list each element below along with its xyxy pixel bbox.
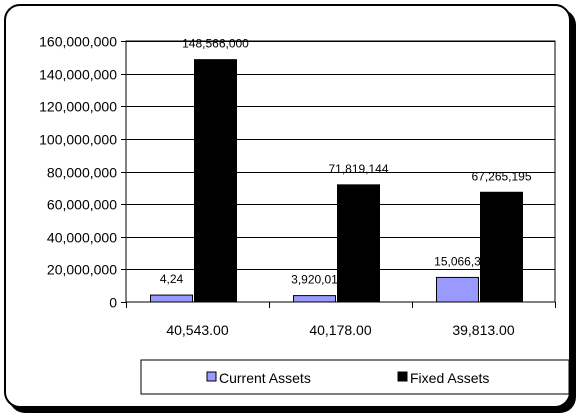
y-tick-label: 80,000,000	[47, 165, 117, 181]
x-category-label: 39,813.00	[452, 322, 514, 338]
y-tick-label: 140,000,000	[39, 67, 117, 83]
bar-current-assets	[436, 276, 479, 303]
legend-swatch	[397, 371, 408, 382]
y-tick-label: 60,000,000	[47, 197, 117, 213]
y-tick-label: 100,000,000	[39, 132, 117, 148]
legend: Current Assets Fixed Assets	[140, 359, 570, 395]
y-tick-label: 40,000,000	[47, 230, 117, 246]
bar-fixed-assets	[480, 191, 523, 303]
plot-area	[125, 40, 556, 303]
y-tick-label: 20,000,000	[47, 262, 117, 278]
y-tick-label: 120,000,000	[39, 99, 117, 115]
x-category-label: 40,178.00	[309, 322, 371, 338]
legend-swatch	[206, 371, 217, 382]
axes	[121, 40, 556, 308]
y-tick-label: 160,000,000	[39, 34, 117, 50]
legend-label: Current Assets	[219, 370, 311, 386]
data-label: 71,819,144	[328, 162, 388, 176]
data-label: 148,566,000	[182, 37, 249, 51]
bar-current-assets	[293, 295, 336, 303]
bars	[150, 59, 523, 303]
bar-fixed-assets	[337, 184, 380, 303]
data-label: 15,066,3	[434, 254, 481, 268]
y-tick-label: 0	[109, 295, 117, 311]
bar-current-assets	[150, 294, 193, 303]
bar-fixed-assets	[194, 59, 237, 303]
x-category-label: 40,543.00	[166, 322, 228, 338]
data-label: 4,24	[160, 272, 184, 286]
labels: 0 20,000,000 40,000,000 60,000,000 80,000,00…	[39, 34, 532, 339]
legend-label: Fixed Assets	[410, 370, 489, 386]
chart-frame	[4, 4, 571, 408]
data-label: 67,265,195	[471, 169, 531, 183]
legend-box	[140, 359, 570, 395]
data-label: 3,920,01	[291, 273, 338, 287]
